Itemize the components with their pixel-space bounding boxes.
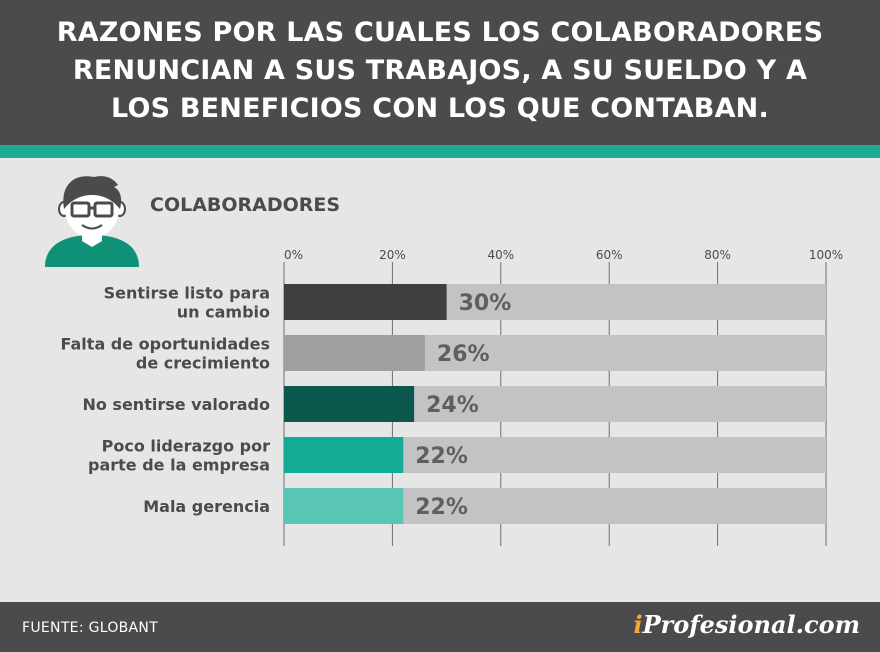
category-label: No sentirse valorado (82, 395, 270, 414)
brand-logo: iProfesional.com (633, 610, 860, 639)
accent-strip (0, 145, 880, 158)
source-text: FUENTE: GLOBANT (22, 620, 159, 636)
tick-label: 20% (379, 248, 406, 262)
chart-title: RAZONES POR LAS CUALES LOS COLABORADORES… (20, 14, 860, 128)
category-label: de crecimiento (136, 354, 270, 373)
category-label: Mala gerencia (143, 497, 270, 516)
footer-bar: FUENTE: GLOBANT iProfesional.com (0, 602, 880, 652)
category-label: Poco liderazgo por (102, 437, 271, 456)
category-label: Sentirse listo para (104, 284, 270, 303)
tick-label: 40% (487, 248, 514, 262)
bar (284, 284, 447, 320)
title-line-3: LOS BENEFICIOS CON LOS QUE CONTABAN. (111, 93, 769, 124)
category-label: parte de la empresa (88, 456, 270, 475)
bar (284, 488, 404, 524)
bar (284, 335, 425, 371)
bar-chart: 0% 20% 40% 60% 80% 100% Sentirse listo paraun … (61, 248, 843, 546)
data-label: 22% (415, 444, 468, 469)
tick-label: 0% (284, 248, 303, 262)
user-avatar-icon (45, 176, 139, 267)
category-label: un cambio (177, 303, 270, 322)
brand-logo-name: Profesional.com (642, 610, 860, 639)
tick-label: 100% (809, 248, 843, 262)
data-label: 22% (415, 495, 468, 520)
data-label: 30% (459, 291, 512, 316)
header-banner: RAZONES POR LAS CUALES LOS COLABORADORES… (0, 0, 880, 145)
bar (284, 386, 415, 422)
section-label: COLABORADORES (150, 194, 341, 216)
data-label: 24% (426, 393, 479, 418)
title-line-1: RAZONES POR LAS CUALES LOS COLABORADORES (56, 17, 824, 48)
bar (284, 437, 404, 473)
tick-label: 80% (704, 248, 731, 262)
category-label: Falta de oportunidades (61, 335, 270, 354)
title-line-2: RENUNCIAN A SUS TRABAJOS, A SU SUELDO Y … (72, 55, 808, 86)
tick-label: 60% (596, 248, 623, 262)
data-label: 26% (437, 342, 490, 367)
brand-logo-i: i (633, 610, 643, 639)
